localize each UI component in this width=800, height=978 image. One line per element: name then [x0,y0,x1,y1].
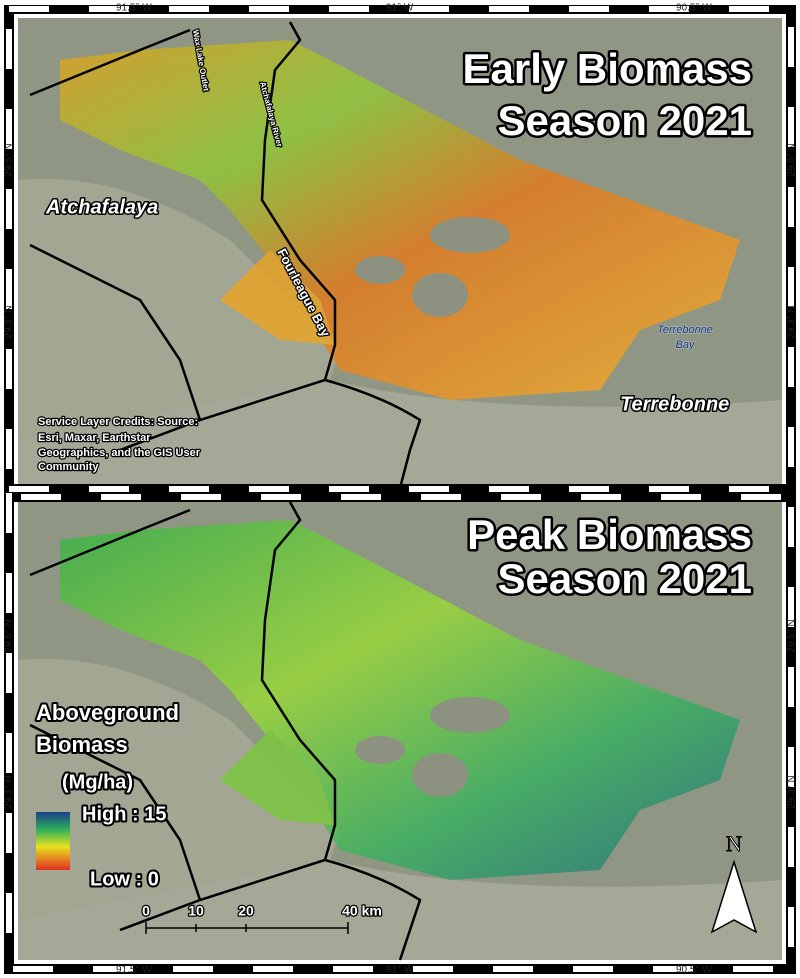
latitude-label: 29.3° N [787,305,798,338]
latitude-label: 29.5° N [4,619,15,652]
legend-low: Low : 0 [90,868,159,890]
legend-high: High : 15 [82,803,166,825]
latitude-label: 29.3° N [4,775,15,808]
latitude-label: 29.3° N [4,305,15,338]
biomass-early [220,250,335,345]
place-label: Terrebonne [657,324,713,336]
place-label: Terrebonne [620,393,729,415]
parish-boundary [29,21,422,489]
longitude-label: 91.5° W [116,965,152,976]
legend-units: (Mg/ha) [62,771,133,793]
water [18,380,782,488]
north-label: N [726,831,742,856]
credits: Community [38,461,99,473]
water [18,860,782,960]
panel-title: Early Biomass [463,45,753,92]
panel-title: Season 2021 [497,555,752,602]
biomass-peak [220,730,335,825]
scale-label: 40 km [342,903,382,919]
latitude-label: 29.3° N [787,775,798,808]
parish-boundary [29,501,422,961]
frame-border [4,484,796,974]
water [18,658,340,920]
scale-label: 0 [142,903,150,919]
water [18,178,340,440]
legend-ramp [36,812,70,870]
panel-title: Season 2021 [497,97,752,144]
panel-title: Peak Biomass [467,511,752,558]
place-label: Bay [676,339,696,351]
scale-label: 10 [188,903,204,919]
legend-title: Aboveground [36,700,179,725]
legend-title: Biomass [36,732,128,757]
credits: Esri, Maxar, Earthstar [38,432,151,444]
latitude-label: 29.5° N [787,619,798,652]
frame-border [4,4,796,502]
longitude-label: 91° W [386,965,414,976]
longitude-label: 91° W [386,3,414,14]
latitude-label: 29.5° N [4,143,15,176]
place-label: Atchafalaya [45,196,158,218]
biomass-early [60,40,740,400]
longitude-label: 90.5° W [676,3,712,14]
credits: Geographics, and the GIS User [38,447,201,459]
credits: Service Layer Credits: Source: [38,416,198,428]
scale-bar [145,922,349,934]
longitude-label: 91.5° W [116,3,152,14]
scale-label: 20 [238,903,254,919]
longitude-label: 90.5° W [676,965,712,976]
latitude-label: 29.5° N [787,143,798,176]
biomass-peak [60,520,740,880]
north-arrow [710,859,758,934]
